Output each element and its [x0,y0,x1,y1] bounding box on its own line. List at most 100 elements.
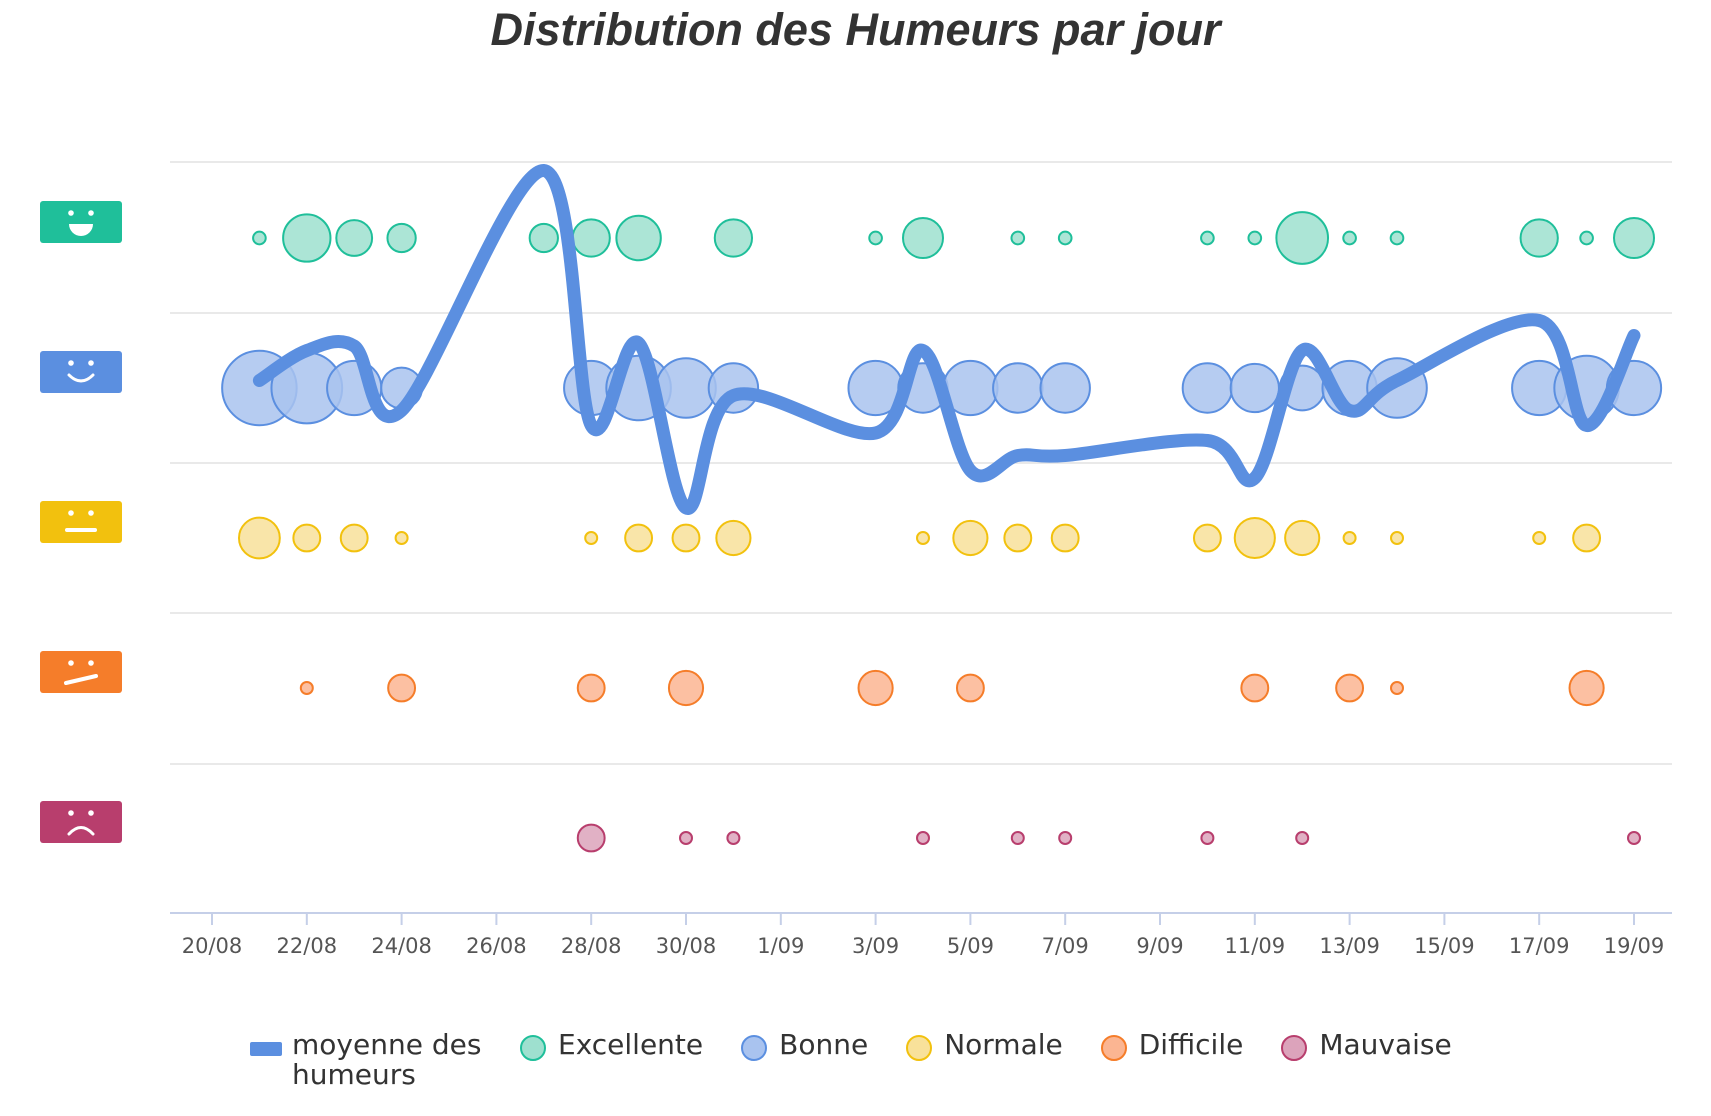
bubble-point[interactable] [528,222,559,254]
average-line[interactable] [252,164,1641,515]
neutral-face-icon [40,501,122,543]
bubble-point[interactable] [955,673,985,703]
bubble-point[interactable] [655,357,717,419]
x-tick-label: 22/08 [277,934,338,958]
legend-label: Excellente [558,1028,704,1061]
bubble-point[interactable] [1229,362,1280,414]
bubble-point[interactable] [387,673,417,703]
bubble-point[interactable] [282,213,332,263]
bubble-point[interactable] [1612,216,1656,260]
very-happy-face-icon [40,201,122,243]
bubble-point[interactable] [713,218,754,258]
bubble-point[interactable] [1568,669,1605,707]
legend-label: Normale [944,1028,1063,1061]
x-tick-label: 24/08 [371,934,432,958]
bubble-point[interactable] [1003,523,1033,553]
bubble-point[interactable] [252,230,267,246]
bubble-point[interactable] [1579,230,1594,246]
bubble-point[interactable] [394,531,409,545]
x-tick-label: 20/08 [182,934,243,958]
bubble-point[interactable] [1181,362,1234,414]
bubble-point[interactable] [715,519,752,557]
bubble-point[interactable] [857,669,894,707]
bubble-point[interactable] [1200,831,1215,845]
bubble-point[interactable] [726,831,741,845]
x-tick-label: 5/09 [947,934,994,958]
bubble-point[interactable] [1390,681,1404,695]
bubble-point[interactable] [1519,218,1559,258]
bubble-point[interactable] [916,831,930,845]
legend-item-bonne[interactable]: Bonne [741,1030,868,1061]
bubble-point[interactable] [571,218,611,258]
bubble-point[interactable] [667,669,705,707]
bubble-point[interactable] [335,219,374,257]
happy-face-icon [40,351,122,393]
series-difficile [299,669,1605,707]
x-tick-label: 17/09 [1509,934,1570,958]
bubble-point[interactable] [237,516,281,560]
bubble-point[interactable] [1342,230,1357,246]
legend-item-normale[interactable]: Normale [906,1030,1063,1061]
bubble-point[interactable] [1010,230,1026,246]
series-mauvaise [576,823,1641,853]
x-tick-label: 13/09 [1319,934,1380,958]
bubble-point[interactable] [1389,230,1405,246]
bubble-point[interactable] [1335,673,1365,703]
series-normale [237,516,1602,560]
bubble-point[interactable] [1342,531,1357,545]
bubble-point[interactable] [1295,831,1310,845]
bubble-point[interactable] [1057,230,1073,246]
bubble-point[interactable] [1247,230,1263,246]
bubble-point[interactable] [576,673,606,703]
bubble-point[interactable] [1572,523,1602,553]
bubble-point[interactable] [671,523,701,553]
sad-face-icon [40,801,122,843]
bubble-point[interactable] [952,519,989,557]
bubble-point[interactable] [1390,531,1404,545]
chart-legend: moyenne des humeurs Excellente Bonne Normal… [250,1030,1550,1110]
bubble-point[interactable] [901,216,945,260]
legend-item-mauvaise[interactable]: Mauvaise [1281,1028,1452,1061]
bubble-point[interactable] [679,831,693,845]
bubble-point[interactable] [615,214,662,262]
chart-title: Distribution des Humeurs par jour [490,4,1221,55]
bubble-point[interactable] [1233,516,1276,560]
legend-item-difficile[interactable]: Difficile [1100,1028,1244,1061]
bubble-point[interactable] [339,523,369,553]
legend-label: Bonne [779,1028,869,1061]
bubble-point[interactable] [576,823,606,853]
bubble-point[interactable] [584,531,599,545]
bubble-point[interactable] [1532,531,1547,545]
bubble-point[interactable] [1627,831,1641,845]
bubble-point[interactable] [1039,362,1091,414]
bubble-point[interactable] [992,362,1044,414]
bubble-point[interactable] [1284,519,1321,557]
bubble-point[interactable] [299,681,314,695]
x-tick-label: 1/09 [757,934,804,958]
bubble-point[interactable] [916,531,930,545]
legend-swatch [1281,1035,1308,1061]
y-axis-mood-icons [40,201,122,843]
bubble-point[interactable] [1240,673,1270,703]
bubble-point[interactable] [868,230,883,246]
x-tick-label: 26/08 [466,934,527,958]
legend-swatch [741,1035,768,1061]
legend-swatch [906,1035,933,1061]
legend-item-average[interactable]: moyenne des humeurs [250,1030,482,1090]
legend-swatch [1100,1035,1127,1061]
bubble-point[interactable] [1058,831,1073,845]
bubble-point[interactable] [1050,523,1080,553]
x-tick-label: 11/09 [1225,934,1286,958]
bubble-point[interactable] [1192,523,1222,553]
legend-label: Mauvaise [1319,1028,1452,1061]
bubble-point[interactable] [1275,211,1330,265]
legend-item-excellente[interactable]: Excellente [520,1030,703,1061]
bubble-point[interactable] [292,523,322,553]
bubble-point[interactable] [386,222,417,254]
x-tick-label: 3/09 [852,934,899,958]
legend-label: Difficile [1138,1028,1244,1061]
bubble-point[interactable] [1010,831,1025,845]
bubble-point[interactable] [624,523,654,553]
bubble-point[interactable] [1200,230,1215,246]
